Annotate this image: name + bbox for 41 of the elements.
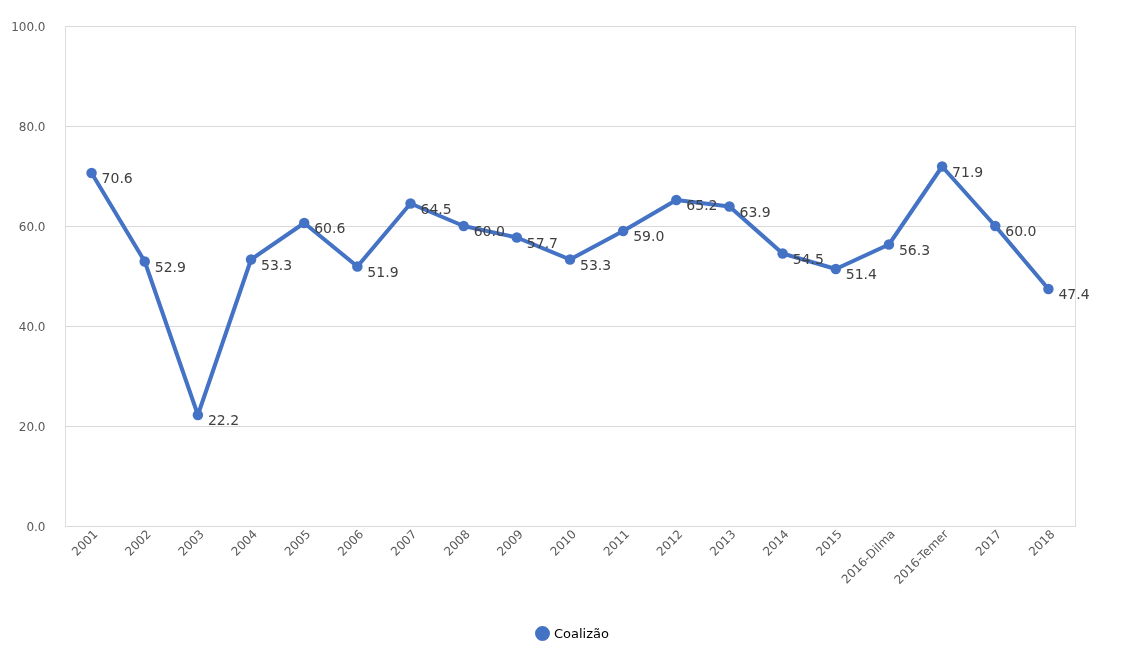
text: 51.4	[845, 266, 877, 282]
text: 60.0	[1005, 223, 1037, 239]
text: 70.6	[101, 170, 133, 186]
text: 57.7	[526, 234, 559, 251]
y-tick-label: 20.0	[18, 419, 46, 434]
point	[564, 254, 576, 265]
text: 59.0	[633, 228, 665, 244]
point	[1043, 283, 1054, 295]
point	[298, 217, 310, 229]
y-tick-label: 0.0	[26, 519, 46, 534]
point	[830, 263, 842, 275]
text: 71.9	[952, 163, 984, 180]
text: 52.9	[154, 258, 186, 275]
point	[883, 239, 895, 250]
point	[511, 232, 523, 243]
point	[352, 261, 363, 272]
text: 63.9	[739, 203, 771, 220]
text: 22.2	[207, 412, 240, 428]
text: 60.6	[314, 220, 346, 236]
point	[724, 201, 735, 212]
text: 56.3	[898, 241, 931, 258]
y-tick-label: 100.0	[11, 19, 46, 34]
point	[990, 220, 1001, 232]
point	[777, 248, 788, 259]
text: 51.9	[367, 263, 399, 280]
text: 64.5	[420, 200, 452, 217]
y-tick-label: 80.0	[18, 119, 46, 134]
text: 53.3	[261, 256, 293, 273]
point	[86, 167, 97, 179]
point	[405, 198, 416, 209]
point	[458, 220, 469, 232]
point	[671, 194, 682, 206]
point	[936, 161, 948, 172]
text: 47.4	[1058, 286, 1090, 302]
legend-label: Coalizão	[554, 625, 610, 641]
point	[617, 225, 629, 237]
point	[245, 254, 257, 265]
y-tick-label: 40.0	[18, 319, 46, 334]
point	[139, 256, 150, 267]
text: 53.3	[580, 256, 612, 273]
y-tick-label: 60.0	[18, 219, 46, 234]
